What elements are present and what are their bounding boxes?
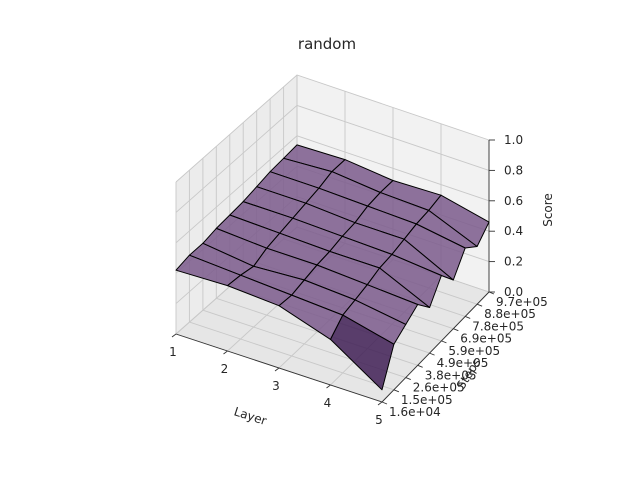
x-tick-label: 3	[272, 379, 280, 393]
x-tick-mark	[274, 367, 280, 372]
x-tick-mark	[171, 333, 177, 338]
y-tick-mark	[381, 401, 388, 405]
y-tick-mark	[476, 303, 483, 307]
grid-line-z	[175, 74, 490, 183]
z-tick-label: 0.4	[504, 224, 523, 238]
y-tick-label: 9.7e+05	[496, 295, 548, 309]
grid-line-z	[175, 104, 490, 213]
z-tick-label: 0.0	[504, 285, 523, 299]
z-tick-label: 0.8	[504, 163, 523, 177]
y-tick-label: 8.8e+05	[484, 307, 536, 321]
y-tick-label: 6.9e+05	[460, 332, 512, 346]
x-tick-label: 2	[221, 362, 229, 376]
y-tick-label: 5.9e+05	[448, 344, 500, 358]
y-tick-mark	[405, 377, 411, 380]
y-tick-mark	[441, 340, 447, 344]
z-tick-label: 1.0	[504, 133, 523, 147]
x-tick-mark	[377, 401, 383, 406]
y-tick-label: 4.9e+05	[437, 356, 489, 370]
y-tick-mark	[417, 364, 423, 368]
y-tick-label: 1.6e+04	[389, 405, 441, 419]
y-tick-label: 3.8e+05	[425, 368, 477, 382]
surface-plot	[175, 144, 490, 391]
x-tick-mark	[326, 384, 331, 389]
y-tick-mark	[393, 389, 400, 393]
z-axis-label: Score	[541, 193, 555, 227]
chart-title: random	[298, 35, 356, 53]
surface-patch	[330, 314, 395, 391]
y-tick-label: 7.8e+05	[472, 319, 524, 333]
grid-line-z	[175, 135, 490, 244]
z-tick-label: 0.6	[504, 194, 523, 208]
x-tick-label: 4	[324, 396, 332, 410]
x-axis-label: Layer	[232, 404, 268, 428]
x-tick-label: 1	[169, 345, 177, 359]
y-tick-label: 2.6e+05	[413, 381, 465, 395]
z-tick-label: 0.2	[504, 255, 523, 269]
tick-labels: 1 2 3 4 5 1.6e+041.5e+052.6e+053.8e+054.9e+05…	[169, 133, 548, 427]
y-tick-mark	[465, 316, 471, 319]
x-tick-label: 5	[375, 413, 383, 427]
x-tick-mark	[223, 350, 228, 355]
y-axis-line	[381, 291, 490, 403]
y-tick-label: 1.5e+05	[401, 393, 453, 407]
y-tick-mark	[453, 328, 459, 332]
y-tick-mark	[429, 352, 435, 356]
